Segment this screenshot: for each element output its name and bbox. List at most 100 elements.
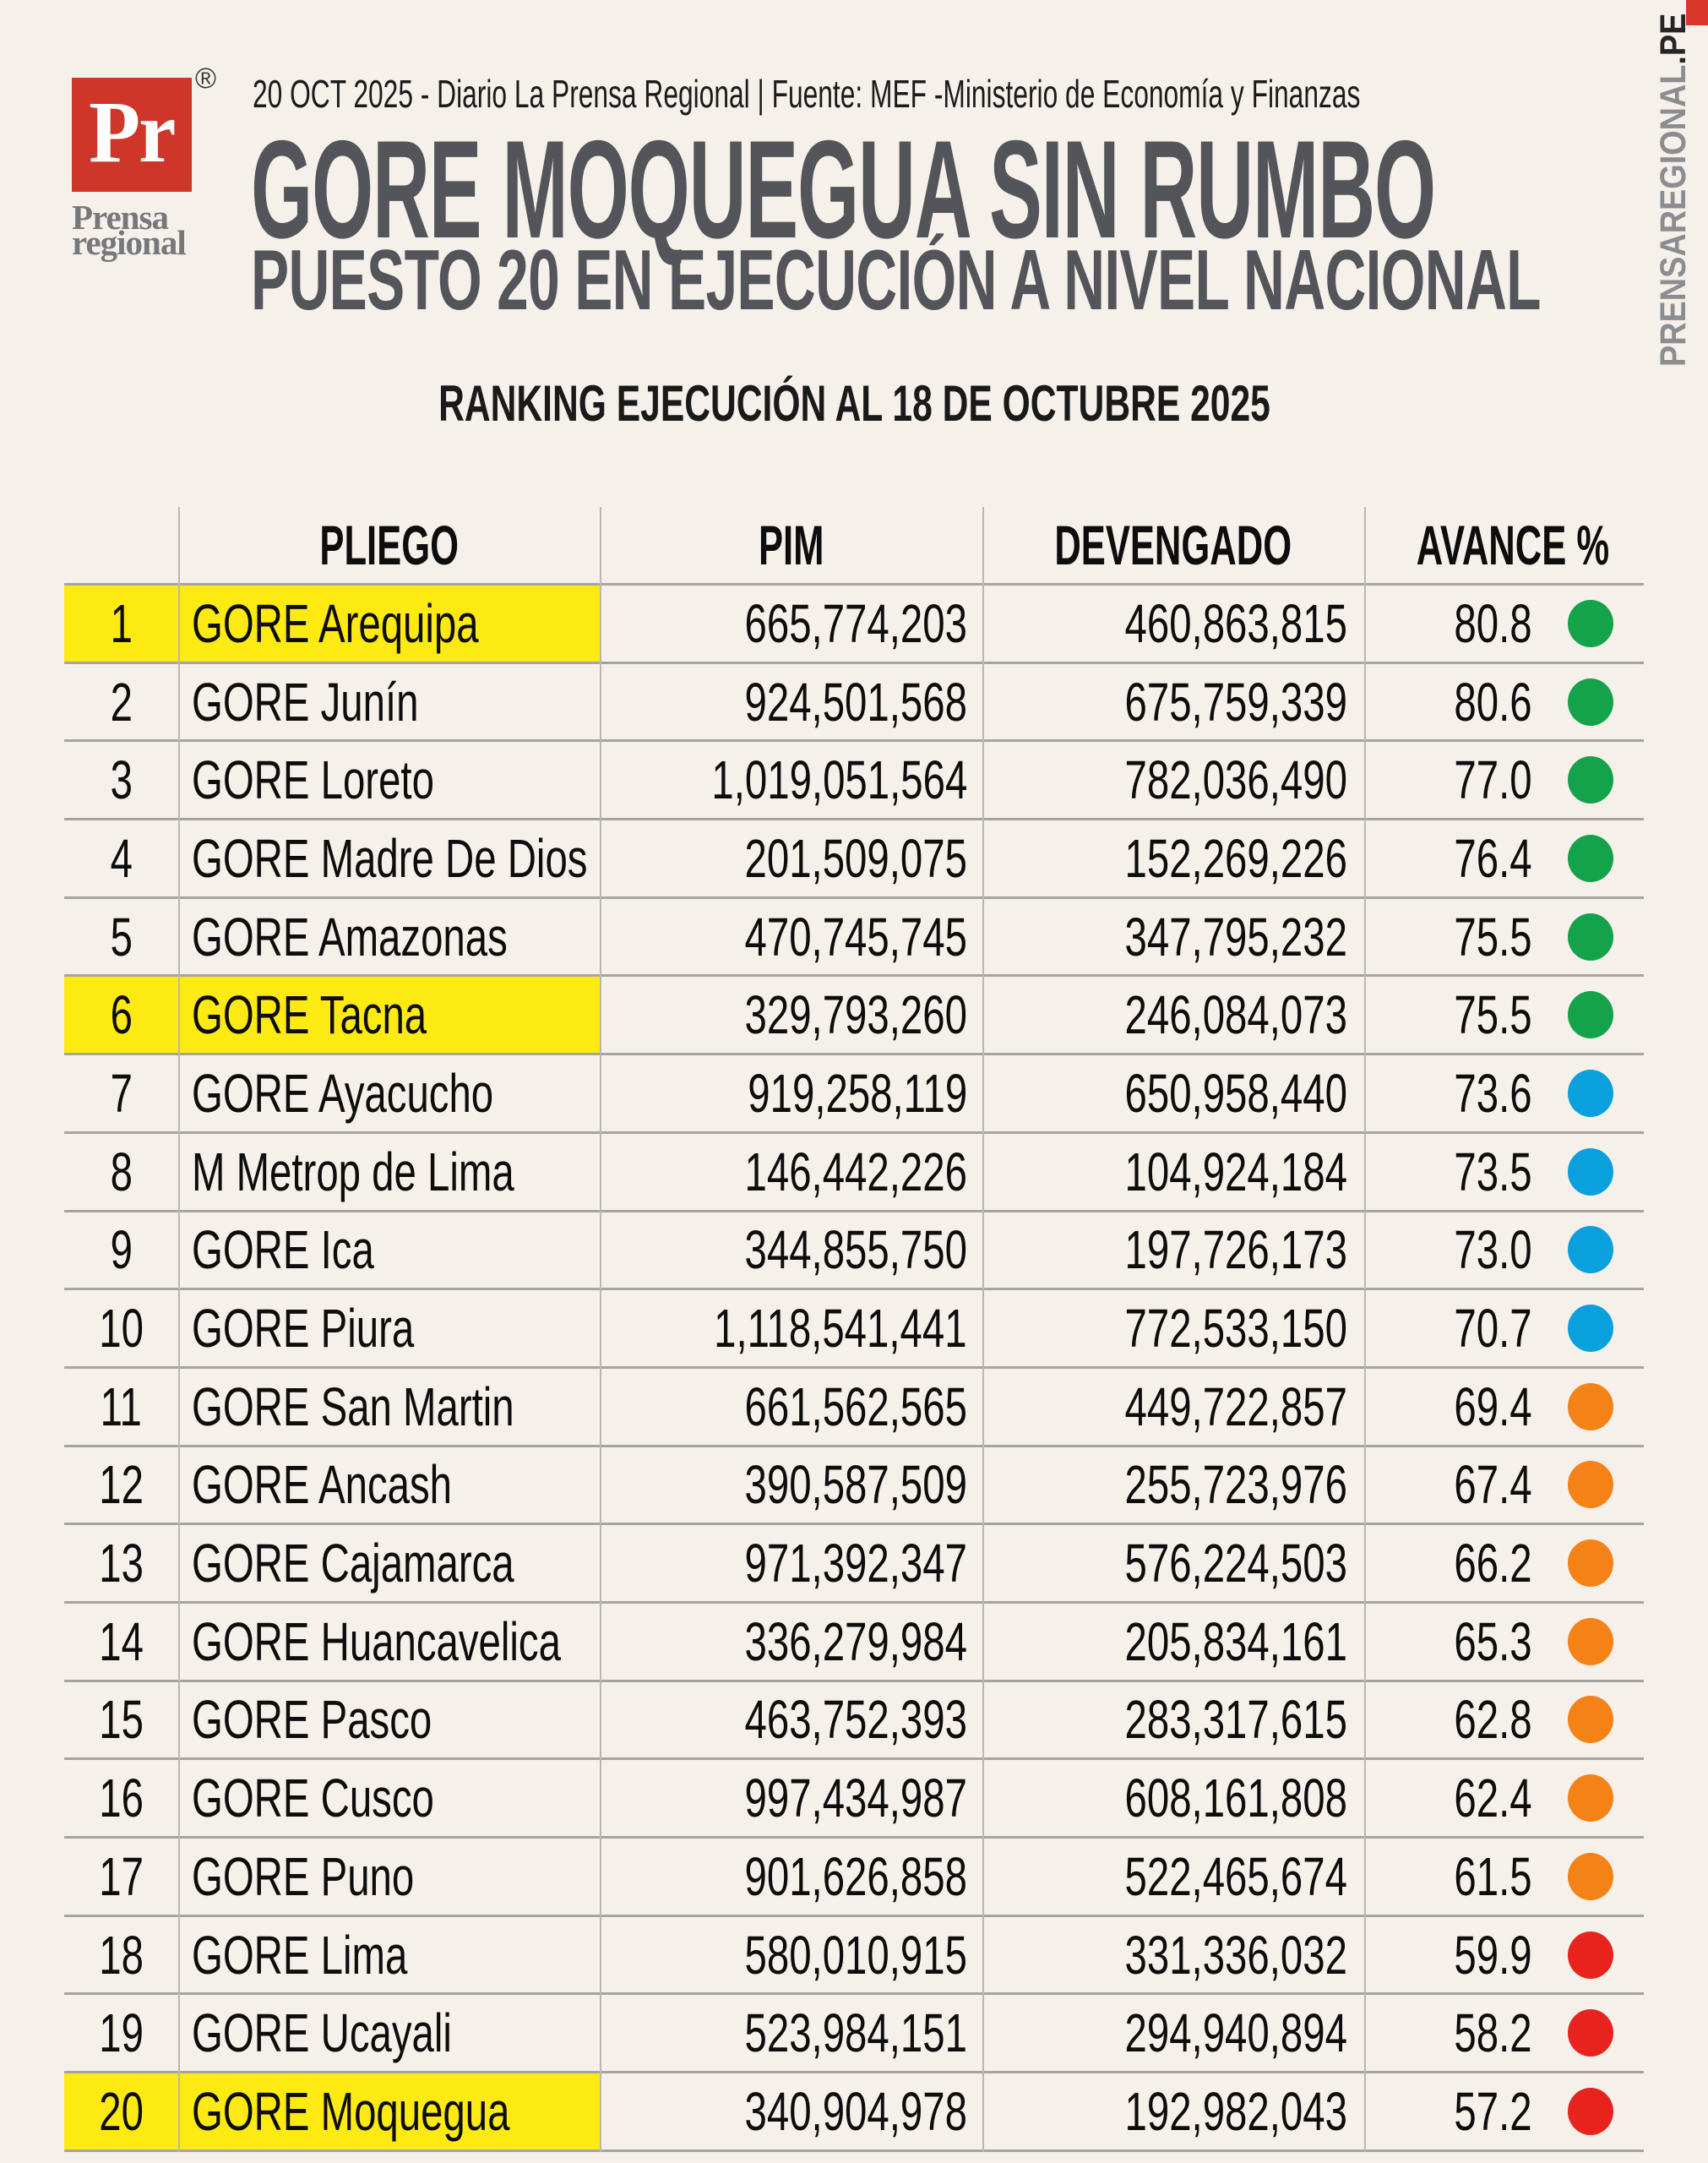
table-row: 10 GORE Piura 1,118,541,441 772,533,150 … [64, 1290, 1644, 1369]
devengado-cell: 152,269,226 [1124, 827, 1347, 889]
devengado-cell: 772,533,150 [1124, 1298, 1347, 1359]
page-title-line2: PUESTO 20 EN EJECUCIÓN A NIVEL NACIONAL [251, 233, 1541, 328]
pim-cell: 580,010,915 [744, 1924, 967, 1986]
devengado-cell: 331,336,032 [1124, 1924, 1347, 1986]
devengado-cell: 460,863,815 [1124, 592, 1347, 654]
devengado-cell: 576,224,503 [1124, 1533, 1347, 1594]
table-header-row: PLIEGO PIM DEVENGADO AVANCE % [64, 507, 1644, 586]
table-row: 12 GORE Ancash 390,587,509 255,723,976 6… [64, 1447, 1644, 1526]
status-dot [1568, 1461, 1613, 1509]
pim-cell: 661,562,565 [744, 1376, 967, 1437]
status-dot [1568, 1069, 1613, 1117]
avance-cell: 58.2 [1364, 1995, 1644, 2071]
avance-value: 73.6 [1454, 1062, 1532, 1124]
devengado-cell: 650,958,440 [1124, 1062, 1347, 1124]
avance-value: 75.5 [1454, 906, 1532, 967]
pim-cell: 336,279,984 [744, 1610, 967, 1672]
devengado-cell: 255,723,976 [1124, 1454, 1347, 1516]
devengado-cell: 192,982,043 [1124, 2080, 1347, 2142]
ranking-table: PLIEGO PIM DEVENGADO AVANCE % 1 GORE Are… [64, 507, 1644, 2152]
avance-cell: 80.6 [1364, 664, 1644, 740]
rank-cell: 3 [110, 749, 133, 811]
status-dot [1568, 756, 1613, 804]
table-row: 6 GORE Tacna 329,793,260 246,084,073 75.… [64, 977, 1644, 1056]
status-dot [1568, 1539, 1613, 1588]
rank-cell: 16 [99, 1768, 144, 1829]
rank-cell: 2 [110, 671, 133, 733]
pim-cell: 971,392,347 [744, 1533, 967, 1594]
table-row: 13 GORE Cajamarca 971,392,347 576,224,50… [64, 1525, 1644, 1604]
avance-value: 65.3 [1454, 1610, 1532, 1672]
source-line: 20 OCT 2025 - Diario La Prensa Regional … [253, 72, 1361, 116]
pliego-cell: GORE Cajamarca [192, 1533, 514, 1594]
pliego-cell: GORE Ancash [192, 1454, 452, 1516]
rank-cell: 8 [110, 1141, 133, 1202]
pliego-cell: GORE Loreto [192, 749, 434, 811]
pliego-header: PLIEGO [319, 514, 459, 576]
avance-cell: 69.4 [1364, 1369, 1644, 1445]
devengado-cell: 608,161,808 [1124, 1768, 1347, 1829]
corner-accent [1686, 0, 1708, 25]
status-dot [1568, 1147, 1613, 1196]
avance-value: 73.5 [1454, 1141, 1532, 1202]
website-watermark: PRENSAREGIONAL.PE [1653, 13, 1694, 367]
pim-cell: 344,855,750 [744, 1219, 967, 1281]
grid-line-pliego [600, 507, 601, 2152]
rank-cell: 17 [99, 1845, 144, 1907]
devengado-cell: 522,465,674 [1124, 1845, 1347, 1907]
pim-cell: 1,019,051,564 [711, 749, 967, 811]
table-row: 16 GORE Cusco 997,434,987 608,161,808 62… [64, 1760, 1644, 1839]
rank-cell: 6 [110, 984, 133, 1046]
avance-cell: 76.4 [1364, 820, 1644, 896]
status-dot [1568, 834, 1613, 882]
avance-cell: 67.4 [1364, 1447, 1644, 1523]
pliego-cell: GORE Ucayali [192, 2002, 452, 2064]
avance-value: 69.4 [1454, 1376, 1532, 1437]
rank-cell: 1 [110, 592, 133, 654]
status-dot [1568, 678, 1613, 726]
pim-cell: 1,118,541,441 [714, 1298, 967, 1359]
status-dot [1568, 1226, 1613, 1274]
pliego-cell: GORE Pasco [192, 1689, 432, 1751]
avance-value: 59.9 [1454, 1924, 1532, 1986]
prensa-regional-logo: Pr [72, 78, 192, 192]
avance-cell: 75.5 [1364, 977, 1644, 1053]
rank-cell: 7 [110, 1062, 133, 1124]
avance-cell: 73.0 [1364, 1212, 1644, 1289]
pliego-cell: GORE Amazonas [192, 906, 508, 967]
table-row: 4 GORE Madre De Dios 201,509,075 152,269… [64, 820, 1644, 899]
pim-header: PIM [758, 514, 824, 576]
pliego-cell: GORE Ayacucho [192, 1062, 494, 1124]
pliego-cell: GORE Lima [192, 1924, 408, 1986]
pim-cell: 201,509,075 [744, 827, 967, 889]
watermark-dark-part: .PE [1653, 13, 1694, 65]
pliego-cell: GORE Cusco [192, 1768, 434, 1829]
avance-value: 58.2 [1454, 2002, 1532, 2064]
status-dot [1568, 1305, 1613, 1353]
pliego-cell: GORE Arequipa [192, 592, 479, 654]
page-title-line1: GORE MOQUEGUA SIN RUMBO [251, 112, 1436, 267]
grid-line-pim [982, 507, 984, 2152]
avance-value: 61.5 [1454, 1845, 1532, 1907]
devengado-cell: 197,726,173 [1124, 1219, 1347, 1281]
avance-cell: 62.4 [1364, 1760, 1644, 1836]
pliego-cell: GORE Puno [192, 1845, 415, 1907]
avance-cell: 73.5 [1364, 1134, 1644, 1210]
pim-cell: 146,442,226 [744, 1141, 967, 1202]
table-row: 11 GORE San Martin 661,562,565 449,722,8… [64, 1369, 1644, 1447]
rank-cell: 18 [99, 1924, 144, 1986]
devengado-cell: 283,317,615 [1124, 1689, 1347, 1751]
avance-cell: 70.7 [1364, 1290, 1644, 1366]
pliego-cell: GORE Junín [192, 671, 419, 733]
pim-cell: 901,626,858 [744, 1845, 967, 1907]
avance-value: 57.2 [1454, 2080, 1532, 2142]
devengado-cell: 246,084,073 [1124, 984, 1347, 1046]
table-row: 7 GORE Ayacucho 919,258,119 650,958,440 … [64, 1055, 1644, 1134]
table-row: 14 GORE Huancavelica 336,279,984 205,834… [64, 1604, 1644, 1682]
table-row: 19 GORE Ucayali 523,984,151 294,940,894 … [64, 1995, 1644, 2074]
status-dot [1568, 1617, 1613, 1665]
pim-cell: 924,501,568 [744, 671, 967, 733]
pliego-cell: GORE Tacna [192, 984, 427, 1046]
avance-cell: 75.5 [1364, 899, 1644, 975]
